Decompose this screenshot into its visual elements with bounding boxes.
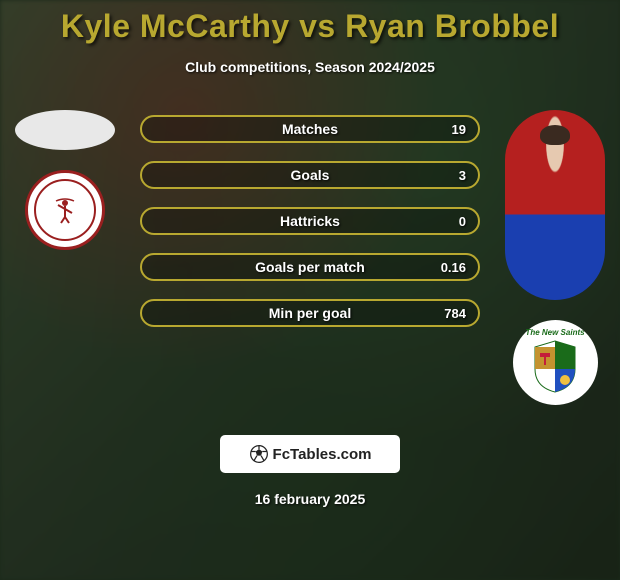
stats-area: The New Saints Matches 19 Goals 3 bbox=[0, 115, 620, 375]
stat-label: Goals bbox=[291, 167, 330, 183]
stat-bar: Goals per match 0.16 bbox=[140, 253, 480, 281]
stat-label: Matches bbox=[282, 121, 338, 137]
player1-photo-placeholder bbox=[15, 110, 115, 150]
stat-label: Min per goal bbox=[269, 305, 351, 321]
player2-column: The New Saints bbox=[500, 110, 610, 405]
brand-text: FcTables.com bbox=[273, 446, 372, 463]
stat-value: 19 bbox=[452, 122, 466, 137]
brand-badge: FcTables.com bbox=[220, 435, 400, 473]
stat-value: 0.16 bbox=[441, 260, 466, 275]
page-subtitle: Club competitions, Season 2024/2025 bbox=[0, 59, 620, 75]
player1-column bbox=[10, 110, 120, 250]
soccer-ball-icon bbox=[249, 444, 269, 464]
date-text: 16 february 2025 bbox=[0, 491, 620, 507]
player2-club-badge: The New Saints bbox=[513, 320, 598, 405]
shield-icon bbox=[530, 339, 580, 394]
player2-photo bbox=[505, 110, 605, 300]
club2-name-text: The New Saints bbox=[525, 328, 584, 337]
stat-value: 784 bbox=[444, 306, 466, 321]
page-title: Kyle McCarthy vs Ryan Brobbel bbox=[0, 8, 620, 45]
stat-bar: Min per goal 784 bbox=[140, 299, 480, 327]
stat-bar: Matches 19 bbox=[140, 115, 480, 143]
stat-label: Goals per match bbox=[255, 259, 365, 275]
stat-label: Hattricks bbox=[280, 213, 340, 229]
archer-icon bbox=[50, 195, 80, 225]
stat-bar: Goals 3 bbox=[140, 161, 480, 189]
stat-value: 3 bbox=[459, 168, 466, 183]
stat-bar: Hattricks 0 bbox=[140, 207, 480, 235]
stat-bars: Matches 19 Goals 3 Hattricks 0 Goals per… bbox=[140, 115, 480, 327]
stat-value: 0 bbox=[459, 214, 466, 229]
content-wrapper: Kyle McCarthy vs Ryan Brobbel Club compe… bbox=[0, 0, 620, 580]
player1-club-badge bbox=[25, 170, 105, 250]
